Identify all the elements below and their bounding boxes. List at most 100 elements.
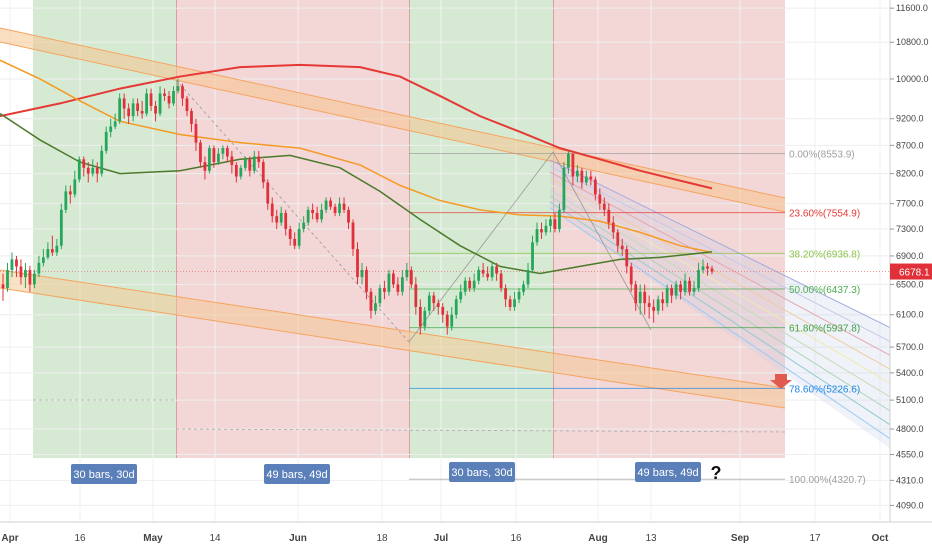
candle-body xyxy=(517,291,521,300)
y-tick-label: 9200.0 xyxy=(896,114,924,124)
candle-body xyxy=(423,310,427,327)
candle-body xyxy=(248,159,252,171)
candle-body xyxy=(279,212,283,223)
candle-body xyxy=(194,123,198,143)
candle-body xyxy=(683,280,687,292)
candle-body xyxy=(378,288,382,304)
candle-body xyxy=(706,266,709,269)
pitchfork-area xyxy=(550,160,895,452)
candle-body xyxy=(679,284,682,292)
candle-body xyxy=(329,200,332,207)
candle-body xyxy=(185,98,189,112)
candle-body xyxy=(670,288,674,296)
candle-body xyxy=(190,111,193,124)
fibonacci-retracement: 0.00%(8553.9) 23.60%(7554.9) 38.20%(6936.8… xyxy=(0,149,890,486)
candle-body xyxy=(697,269,700,289)
candle-body xyxy=(288,229,292,239)
candle-body xyxy=(338,203,341,213)
candle-body xyxy=(306,209,310,223)
pitchfork-line xyxy=(549,201,896,429)
candle-body xyxy=(589,176,593,180)
candle-body xyxy=(266,182,270,204)
candle-body xyxy=(176,86,180,92)
candle-body xyxy=(414,284,418,307)
period-label-box xyxy=(264,464,330,484)
candle-body xyxy=(64,191,68,210)
candle-body xyxy=(620,245,624,250)
candle-body xyxy=(55,245,59,253)
candle-body xyxy=(324,200,328,210)
y-tick-label: 7700.0 xyxy=(896,199,924,209)
candle-body xyxy=(297,229,301,246)
candle-body xyxy=(181,86,184,99)
x-tick-label: Jun xyxy=(289,533,307,544)
candle-body xyxy=(225,148,229,157)
y-tick-label: 6900.0 xyxy=(896,251,924,261)
candle-body xyxy=(499,273,503,289)
candle-body xyxy=(284,212,288,230)
candle-body xyxy=(275,216,279,223)
candle-body xyxy=(243,159,247,168)
candle-body xyxy=(320,209,323,220)
candle-body xyxy=(154,105,157,114)
candle-body xyxy=(486,273,490,278)
candle-body xyxy=(387,273,391,292)
candle-body xyxy=(549,219,552,226)
candle-body xyxy=(37,262,41,274)
candle-body xyxy=(513,299,516,307)
candle-body xyxy=(665,288,669,304)
candle-body xyxy=(239,167,243,177)
candle-body xyxy=(109,126,113,132)
candle-body xyxy=(136,103,140,112)
fib-level-label: 61.80%(5937.8) xyxy=(789,324,860,335)
candle-body xyxy=(562,167,566,210)
candle-body xyxy=(661,299,665,304)
y-tick-label: 8700.0 xyxy=(896,140,924,150)
y-tick-label: 4550.0 xyxy=(896,450,924,460)
candle-body xyxy=(593,179,597,195)
fib-level-label: 50.00%(6437.3) xyxy=(789,285,860,296)
candle-body xyxy=(15,259,18,267)
candle-body xyxy=(131,103,135,117)
trend-guide xyxy=(175,79,410,343)
candle-body xyxy=(427,295,431,311)
candles xyxy=(1,78,714,335)
y-tick-label: 10800.0 xyxy=(896,37,929,47)
trend-guide xyxy=(408,151,554,343)
candle-body xyxy=(575,170,579,177)
y-tick-label: 7300.0 xyxy=(896,224,924,234)
candle-body xyxy=(33,273,36,285)
candle-body xyxy=(145,93,148,114)
candle-body xyxy=(454,299,458,315)
down-arrow-icon xyxy=(770,374,792,389)
candle-body xyxy=(459,291,463,300)
candle-body xyxy=(50,249,54,253)
fib-level-label: 0.00%(8553.9) xyxy=(789,149,855,160)
candle-body xyxy=(28,269,32,285)
candle-body xyxy=(571,153,575,177)
period-label-text: 30 bars, 30d xyxy=(451,467,512,479)
candle-body xyxy=(24,269,27,278)
candle-body xyxy=(19,266,23,278)
pitchfork-line xyxy=(549,159,896,331)
candle-body xyxy=(212,148,216,163)
x-tick-label: May xyxy=(143,533,163,544)
y-tick-label: 4800.0 xyxy=(896,424,924,434)
candle-body xyxy=(544,225,548,233)
candle-body xyxy=(230,156,234,165)
lower-channel-line xyxy=(0,269,786,389)
candle-body xyxy=(77,159,81,180)
candle-body xyxy=(490,266,494,278)
moving-average-line xyxy=(0,63,713,190)
candle-body xyxy=(113,121,117,127)
candle-body xyxy=(522,284,525,292)
candle-body xyxy=(463,280,467,292)
candle-body xyxy=(432,295,436,304)
candle-body xyxy=(261,162,265,183)
candle-body xyxy=(472,280,476,289)
candle-body xyxy=(221,148,225,154)
candle-body xyxy=(392,273,395,285)
candle-body xyxy=(396,284,400,292)
candle-body xyxy=(701,266,705,270)
candle-body xyxy=(365,269,368,292)
